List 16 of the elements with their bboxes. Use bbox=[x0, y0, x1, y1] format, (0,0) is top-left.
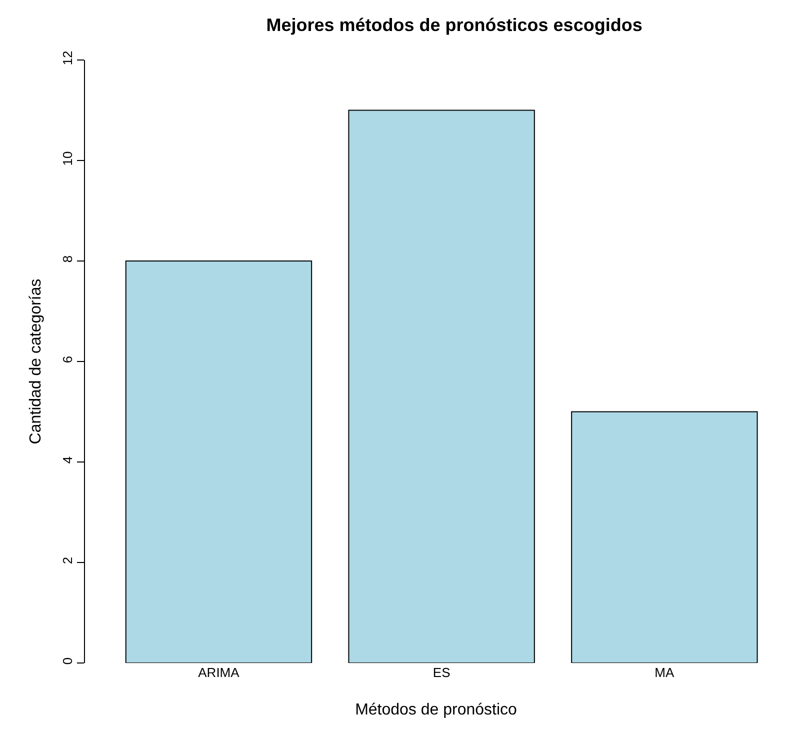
x-tick-label: MA bbox=[654, 665, 675, 680]
y-axis-title: Cantidad de categorías bbox=[28, 278, 45, 444]
y-tick-label: 10 bbox=[60, 151, 75, 166]
chart-title: Mejores métodos de pronósticos escogidos bbox=[266, 14, 642, 35]
y-tick-label: 12 bbox=[60, 50, 75, 66]
bar bbox=[125, 260, 312, 663]
y-tick-label: 8 bbox=[60, 255, 75, 263]
x-axis-title: Métodos de pronóstico bbox=[355, 702, 518, 719]
bar bbox=[571, 411, 758, 663]
x-tick-label: ARIMA bbox=[198, 665, 240, 680]
x-tick-label: ES bbox=[432, 665, 451, 680]
y-tick-label: 6 bbox=[60, 356, 75, 364]
bar bbox=[348, 110, 535, 663]
y-tick-label: 0 bbox=[60, 657, 75, 665]
y-tick-label: 4 bbox=[60, 456, 75, 464]
y-tick-label: 2 bbox=[60, 556, 75, 564]
